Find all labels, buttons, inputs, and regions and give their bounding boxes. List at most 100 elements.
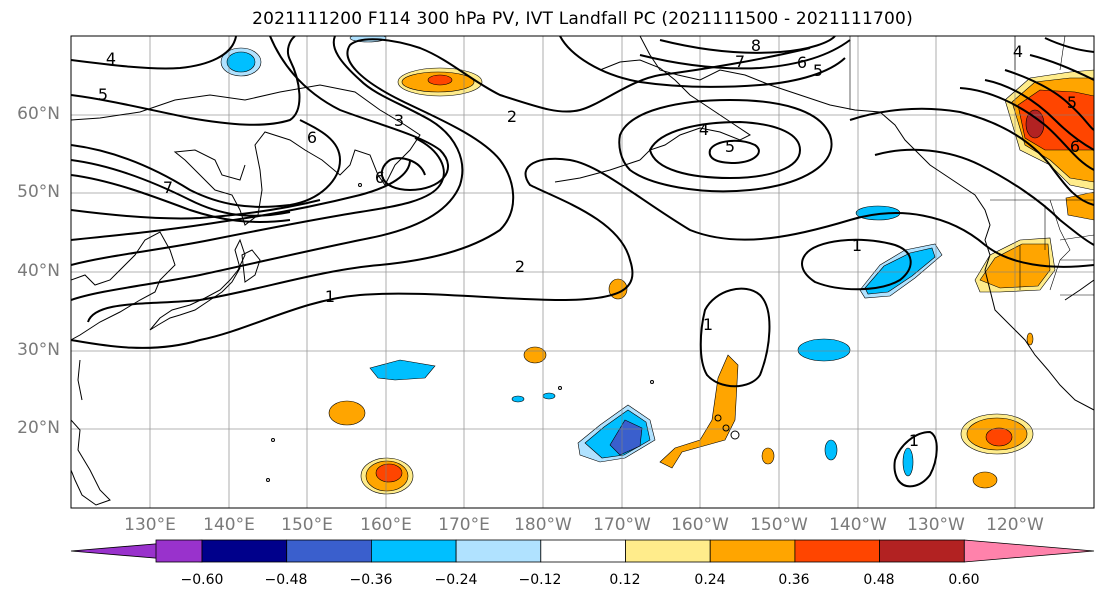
contour-label: 1 bbox=[325, 287, 335, 306]
colorbar-tick-label: 0.48 bbox=[863, 572, 895, 588]
negative-anomaly bbox=[226, 51, 256, 73]
pv-contour-16 bbox=[559, 36, 846, 88]
pv-contour-17 bbox=[639, 39, 851, 70]
colorbar-segment bbox=[370, 539, 457, 563]
lon-label: 140°W bbox=[829, 515, 887, 535]
coastline bbox=[71, 419, 111, 506]
pv-contour-1 bbox=[71, 157, 1094, 349]
colorbar-segment bbox=[879, 539, 965, 563]
pv-contour-8 bbox=[71, 159, 291, 217]
colorbar-tick-label: 0.60 bbox=[948, 572, 980, 588]
map-frame-border bbox=[70, 35, 1095, 509]
contour-label: 5 bbox=[725, 137, 735, 156]
pv-contour-15 bbox=[708, 139, 760, 165]
pv-contour-12 bbox=[269, 36, 450, 192]
colorbar-segment bbox=[455, 539, 542, 563]
colorbar-segment bbox=[201, 539, 288, 563]
contour-label: 2 bbox=[515, 257, 525, 276]
pv-contour-13 bbox=[618, 98, 833, 193]
pv-contour-22 bbox=[984, 79, 1094, 151]
lon-label: 140°E bbox=[203, 515, 255, 535]
coastline bbox=[77, 359, 83, 401]
contour-label: 4 bbox=[106, 49, 116, 68]
pv-contour-25 bbox=[1044, 37, 1094, 53]
lon-label: 120°W bbox=[986, 515, 1044, 535]
contour-label: 7 bbox=[735, 52, 745, 71]
lat-label-50n: 50°N bbox=[17, 182, 60, 202]
lon-label: 170°W bbox=[593, 515, 651, 535]
positive-anomaly bbox=[985, 427, 1013, 447]
pv-contour-19 bbox=[849, 107, 1094, 206]
colorbar-segment bbox=[540, 539, 626, 563]
lon-label: 170°E bbox=[438, 515, 490, 535]
colorbar-tick-label: −0.24 bbox=[434, 572, 478, 588]
colorbar-segment bbox=[286, 539, 372, 563]
lon-label: 130°W bbox=[907, 515, 965, 535]
colorbar-segment bbox=[155, 539, 203, 563]
contour-label: 8 bbox=[751, 36, 761, 55]
contour-label: 1 bbox=[703, 315, 713, 334]
contour-label: 3 bbox=[394, 111, 404, 130]
colorbar-extend-high bbox=[963, 539, 1095, 563]
colorbar bbox=[70, 539, 1095, 563]
pv-contour-labels: 4 5 6 3 6 2 4 5 8 7 6 5 4 5 6 1 2 1 1 1 … bbox=[98, 36, 1080, 450]
pv-contour-14 bbox=[648, 120, 802, 180]
negative-anomaly bbox=[902, 447, 914, 477]
negative-anomaly bbox=[797, 338, 851, 362]
political-border bbox=[849, 36, 1094, 296]
colorbar-tick-label: 0.12 bbox=[609, 572, 641, 588]
pv-contour-24 bbox=[1029, 54, 1094, 81]
positive-anomaly bbox=[427, 74, 453, 86]
coastline bbox=[71, 84, 421, 226]
pv-contour-20 bbox=[874, 148, 1094, 246]
positive-anomaly bbox=[972, 471, 998, 489]
pv-contour-2 bbox=[87, 38, 811, 323]
pv-contour-21 bbox=[959, 87, 1094, 171]
contour-label: 6 bbox=[797, 53, 807, 72]
pv-contour-23 bbox=[1004, 69, 1094, 131]
coastline bbox=[599, 59, 751, 161]
contour-label: 6 bbox=[375, 168, 385, 187]
pv-contour-6 bbox=[71, 199, 321, 220]
pv-contour-11 bbox=[71, 36, 237, 70]
colorbar-segment bbox=[625, 539, 711, 563]
positive-anomaly bbox=[761, 447, 775, 465]
colorbar-tick-label: −0.48 bbox=[264, 572, 308, 588]
political-border bbox=[1019, 199, 1094, 291]
contour-label: 6 bbox=[307, 128, 317, 147]
contour-label: 7 bbox=[163, 178, 173, 197]
pv-contour-26 bbox=[801, 238, 912, 291]
colorbar-tick-label: 0.24 bbox=[694, 572, 726, 588]
lon-label: 160°W bbox=[671, 515, 729, 535]
contour-label: 4 bbox=[699, 120, 709, 139]
coastline bbox=[71, 231, 176, 341]
gridlines bbox=[71, 36, 1094, 508]
pv-contour-28 bbox=[893, 430, 938, 488]
chart-title: 2021111200 F114 300 hPa PV, IVT Landfall… bbox=[252, 9, 913, 29]
lat-label-20n: 20°N bbox=[17, 418, 60, 438]
positive-anomaly bbox=[328, 400, 366, 426]
contour-label: 6 bbox=[1070, 137, 1080, 156]
lon-label: 150°E bbox=[281, 515, 333, 535]
contour-label: 5 bbox=[813, 61, 823, 80]
coastline bbox=[1064, 279, 1094, 301]
contour-label: 5 bbox=[98, 85, 108, 104]
lon-label: 180°W bbox=[514, 515, 572, 535]
positive-anomaly bbox=[1026, 332, 1034, 346]
contour-label: 1 bbox=[909, 431, 919, 450]
colorbar-tick-label: −0.12 bbox=[518, 572, 562, 588]
negative-anomaly bbox=[542, 392, 556, 400]
pv-contours bbox=[71, 36, 1094, 488]
contour-label: 2 bbox=[507, 107, 517, 126]
lon-label: 130°E bbox=[124, 515, 176, 535]
pv-contour-10 bbox=[71, 36, 301, 126]
pv-contour-3 bbox=[71, 36, 464, 301]
lon-label: 150°W bbox=[750, 515, 808, 535]
positive-anomaly bbox=[1065, 191, 1094, 221]
contour-label: 1 bbox=[852, 236, 862, 255]
colorbar-tick-label: 0.36 bbox=[778, 572, 810, 588]
lat-label-60n: 60°N bbox=[17, 104, 60, 124]
islands bbox=[266, 183, 740, 482]
lon-label: 160°E bbox=[360, 515, 412, 535]
